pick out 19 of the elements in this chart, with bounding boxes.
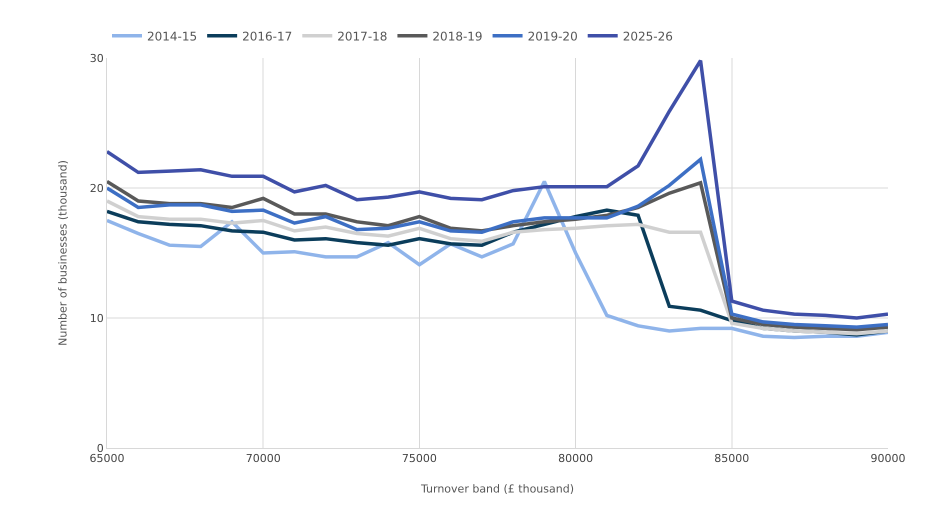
x-axis-title: Turnover band (£ thousand) (420, 482, 574, 496)
legend-label: 2017-18 (337, 29, 388, 44)
line-series (107, 58, 888, 320)
y-axis-title: Number of businesses (thousand) (56, 160, 70, 346)
legend-label: 2019-20 (528, 29, 578, 44)
y-tick-label: 30 (90, 52, 104, 65)
x-tick-label: 65000 (90, 452, 124, 466)
y-tick-label: 20 (90, 182, 104, 195)
x-tick-label: 70000 (246, 452, 281, 466)
x-tick-label: 75000 (402, 452, 437, 466)
y-tick-label: 10 (90, 312, 104, 325)
x-tick-label: 85000 (714, 452, 750, 466)
legend-label: 2018-19 (432, 29, 483, 44)
legend-label: 2025-26 (622, 29, 673, 44)
legend-label: 2014-15 (147, 29, 198, 44)
x-tick-label: 80000 (558, 452, 594, 466)
legend-label: 2016-17 (242, 29, 292, 44)
y-tick-label: 0 (96, 442, 104, 455)
x-tick-label: 90000 (870, 452, 906, 466)
